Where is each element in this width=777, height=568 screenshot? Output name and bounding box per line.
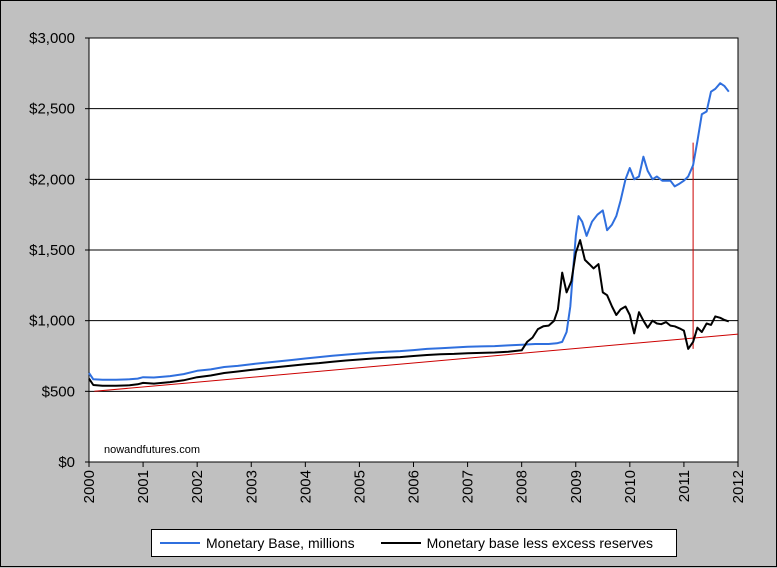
x-tick-label-2003: 2003 [243,470,260,503]
y-tick-label-0: $0 [58,454,75,471]
watermark-text: nowandfutures.com [104,444,200,456]
x-tick-label-2009: 2009 [568,470,585,503]
legend-entry-monetary-base: Monetary Base, millions [152,535,355,551]
legend: Monetary Base, millions Monetary base le… [151,529,677,557]
legend-entry-less-excess-reserves: Monetary base less excess reserves [373,535,653,551]
x-tick-label-2000: 2000 [81,470,98,503]
series-line-less-excess-reserves [88,239,730,387]
y-tick-label-500: $500 [42,383,75,400]
x-tick-label-2001: 2001 [135,470,152,503]
y-tick-label-2500: $2,500 [29,101,75,118]
x-axis-ticks: 2000 2001 2002 2003 2004 2005 2006 2007 2008 2009… [81,462,747,503]
y-tick-label-1500: $1,500 [29,242,75,259]
x-tick-label-2011: 2011 [676,470,693,502]
x-tick-label-2010: 2010 [622,470,639,503]
x-tick-label-2006: 2006 [406,470,423,503]
y-tick-label-2000: $2,000 [29,171,75,188]
legend-label-monetary-base: Monetary Base, millions [206,535,355,551]
trend-line [94,333,739,392]
y-tick-label-1000: $1,000 [29,313,75,330]
x-tick-label-2004: 2004 [297,470,314,503]
series-lines [88,82,739,392]
legend-swatch-blue [160,542,200,544]
x-tick-label-2012: 2012 [730,470,747,503]
x-tick-label-2008: 2008 [514,470,531,503]
gridlines [89,108,738,392]
x-tick-label-2005: 2005 [351,470,368,503]
x-tick-label-2002: 2002 [189,470,206,503]
x-tick-label-2007: 2007 [460,470,477,503]
legend-swatch-black [380,542,421,544]
y-tick-label-3000: $3,000 [29,30,75,47]
legend-label-less-excess-reserves: Monetary base less excess reserves [426,535,654,551]
y-axis-ticks: $0 $500 $1,000 $1,500 $2,000 $2,500 $3,000 [29,30,89,471]
series-line-monetary-base [88,82,730,381]
